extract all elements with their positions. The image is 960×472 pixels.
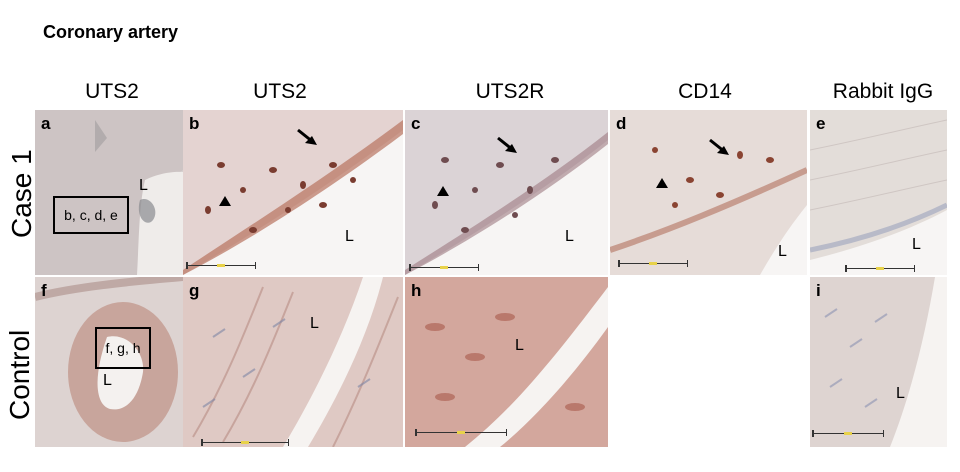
panel-d-lumen-label: L (778, 243, 787, 260)
panel-c-scale-bar (409, 264, 479, 271)
panel-e-scale-bar (845, 265, 915, 272)
panel-i-lumen-label: L (896, 385, 905, 402)
panel-h-image (405, 277, 608, 447)
panel-f-label: f (41, 281, 47, 300)
panel-a-image (35, 110, 183, 275)
panel-c-lumen-label: L (565, 228, 574, 245)
panel-f-inset-box: f, g, h (95, 327, 151, 369)
panel-d-scale-bar (618, 260, 688, 267)
panel-i-label: i (816, 281, 821, 300)
row-header-control: Control (4, 329, 35, 420)
panel-e-label: e (816, 114, 826, 133)
panel-d-image (610, 110, 807, 275)
column-header-uts2: UTS2 (253, 80, 307, 103)
panel-f-lumen-label: L (103, 372, 112, 389)
panel-e-lumen-label: L (912, 236, 921, 253)
panel-a-label: a (41, 114, 51, 133)
panel-h-scale-bar (415, 429, 507, 436)
panel-b-lumen-label: L (345, 228, 354, 245)
panel-h: h L (405, 277, 608, 447)
panel-h-lumen-label: L (515, 337, 524, 354)
panel-a: a L b, c, d, e (35, 110, 183, 275)
panel-i-scale-bar (812, 430, 884, 437)
panel-e-image (810, 110, 947, 275)
panel-g-scale-bar (201, 439, 289, 446)
panel-b-label: b (189, 114, 200, 133)
column-header-cd14: CD14 (678, 80, 732, 103)
row-header-case1: Case 1 (6, 149, 37, 238)
panel-g-image (183, 277, 403, 447)
panel-e: e L (810, 110, 947, 275)
column-header-uts2r: UTS2R (475, 80, 545, 103)
figure-title: Coronary artery (43, 22, 179, 42)
panel-i: i L (810, 277, 947, 447)
panel-d-label: d (616, 114, 627, 133)
panel-c-label: c (411, 114, 421, 133)
panel-g-lumen-label: L (310, 315, 319, 332)
panel-g-label: g (189, 281, 200, 300)
panel-c: c L (405, 110, 608, 275)
column-header-rabbit-igg: Rabbit IgG (832, 80, 934, 103)
panel-a-inset-box: b, c, d, e (53, 196, 129, 234)
panel-g: g L (183, 277, 403, 447)
panel-f: f L f, g, h (35, 277, 183, 447)
panel-b: b L (183, 110, 403, 275)
panel-i-image (810, 277, 947, 447)
panel-d: d L (610, 110, 807, 275)
column-header-uts2-low: UTS2 (85, 80, 139, 103)
panel-h-label: h (411, 281, 422, 300)
panel-b-scale-bar (186, 262, 256, 269)
panel-c-image (405, 110, 608, 275)
panel-a-lumen-label: L (139, 177, 148, 194)
panel-b-image (183, 110, 403, 275)
